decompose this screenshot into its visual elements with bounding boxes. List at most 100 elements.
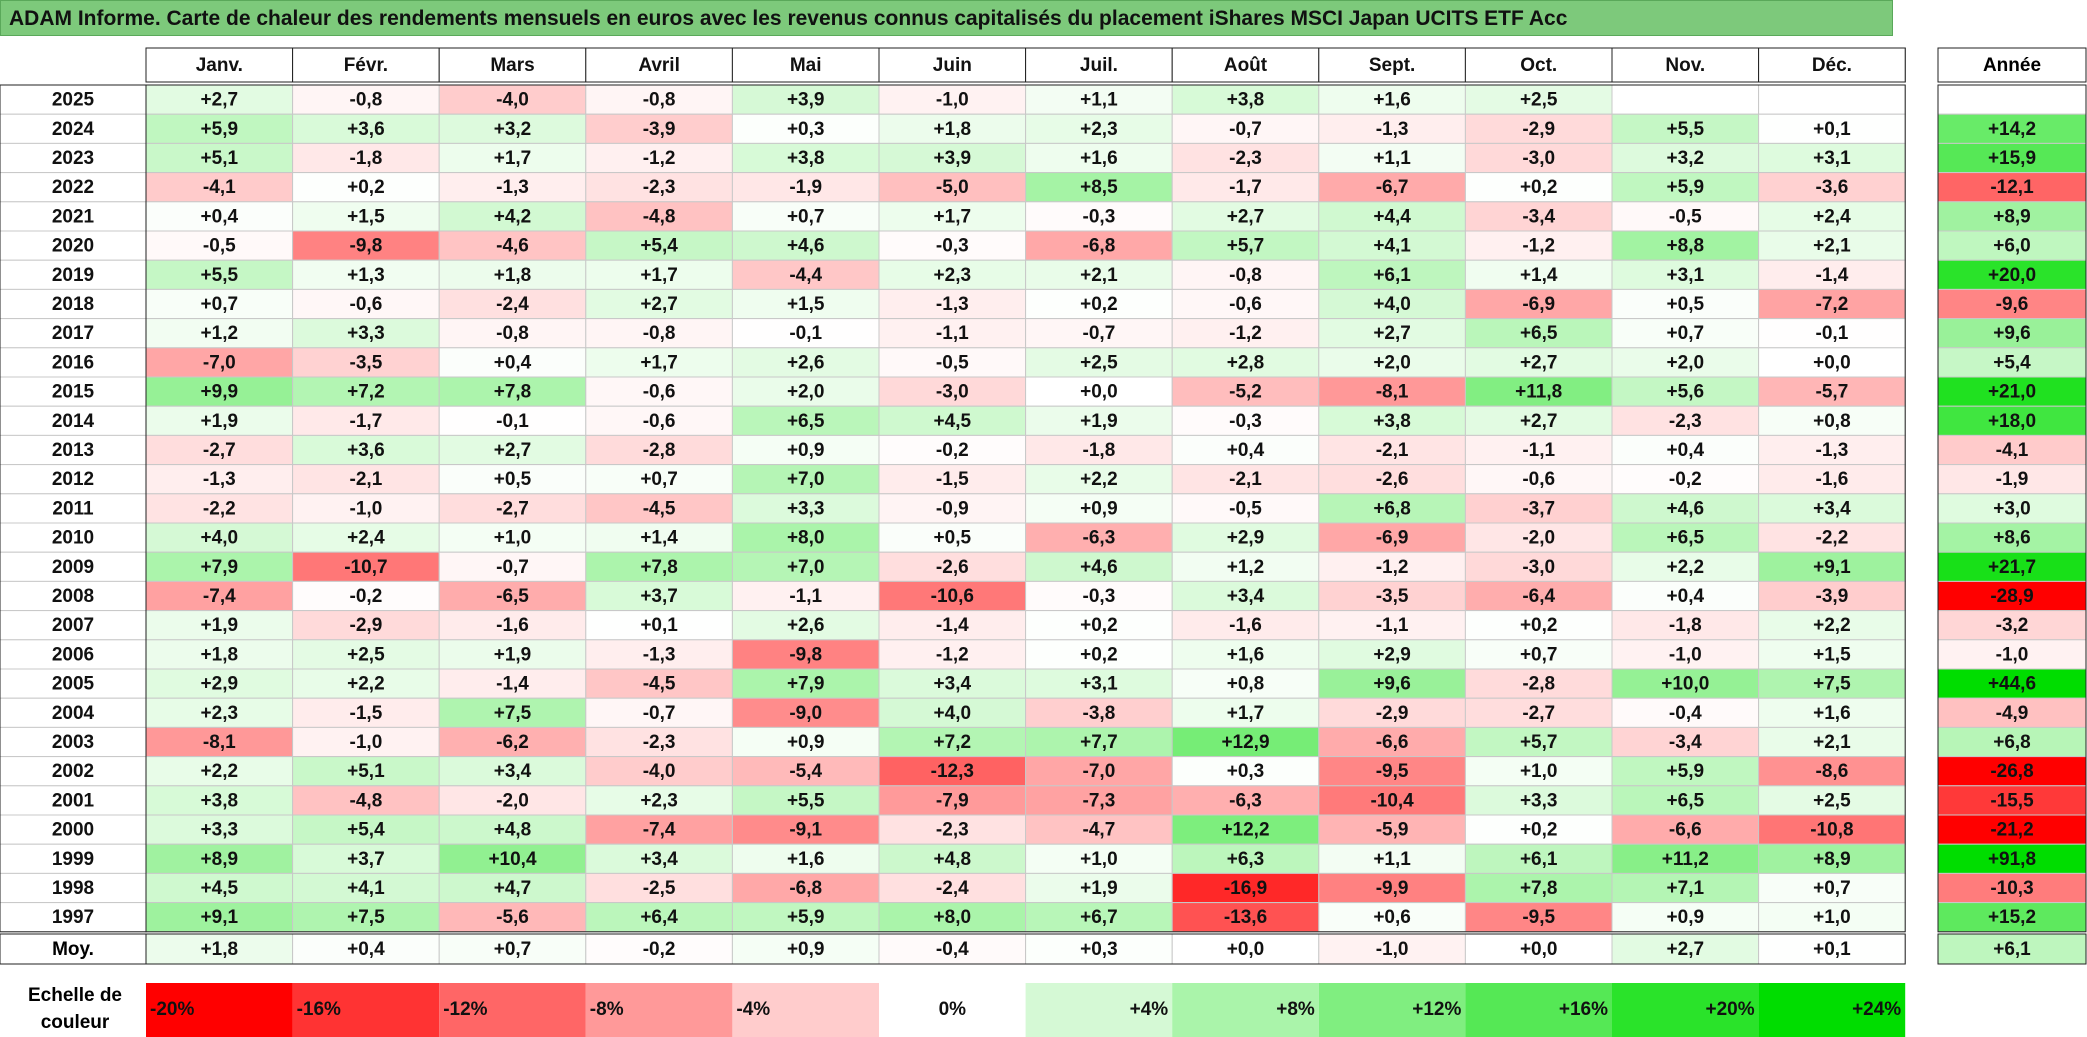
annual-cell-value: -4,1 bbox=[1996, 440, 2029, 461]
annual-cell-value: +20,0 bbox=[1988, 265, 2036, 286]
heatmap-cell bbox=[438, 814, 587, 845]
heatmap-cell bbox=[438, 318, 587, 349]
heatmap-cell-value: +0,5 bbox=[494, 469, 532, 490]
heatmap-cell-value: +2,0 bbox=[787, 382, 825, 403]
heatmap-cell-value: +1,7 bbox=[934, 206, 972, 227]
heatmap-cell bbox=[438, 405, 587, 436]
heatmap-cell bbox=[145, 580, 294, 612]
heatmap-cell bbox=[585, 756, 733, 787]
heatmap-cell bbox=[1171, 172, 1320, 203]
heatmap-cell bbox=[585, 493, 733, 524]
heatmap-cell-value: +6,5 bbox=[1520, 323, 1558, 344]
heatmap-cell-value: +1,9 bbox=[201, 411, 239, 432]
heatmap-cell-value: -2,6 bbox=[936, 557, 969, 578]
heatmap-cell bbox=[1464, 288, 1613, 320]
heatmap-cell bbox=[1758, 843, 1906, 874]
annual-cell-value: +5,4 bbox=[1993, 352, 2031, 373]
heatmap-cell-value: +4,6 bbox=[1080, 557, 1118, 578]
heatmap-cell-value: +1,6 bbox=[1227, 644, 1265, 665]
heatmap-cell-value: +3,8 bbox=[201, 790, 239, 811]
heatmap-cell-value: -0,5 bbox=[203, 236, 236, 257]
heatmap-cell-value: +4,6 bbox=[787, 236, 825, 257]
heatmap-cell bbox=[438, 288, 587, 320]
heatmap-cell-value: +0,7 bbox=[640, 469, 678, 490]
heatmap-cell-value: +2,5 bbox=[1520, 90, 1558, 111]
heatmap-cell bbox=[731, 756, 880, 787]
heatmap-cell-value: -3,0 bbox=[1522, 148, 1555, 169]
heatmap-cell-value: +1,1 bbox=[1080, 90, 1118, 111]
heatmap-cell bbox=[731, 113, 880, 144]
heatmap-cell bbox=[1464, 639, 1613, 670]
heatmap-cell-value: +8,5 bbox=[1080, 177, 1118, 198]
heatmap-cell-value: -1,0 bbox=[1669, 644, 1702, 665]
month-header-label: Oct. bbox=[1520, 55, 1557, 76]
heatmap-cell bbox=[1758, 405, 1906, 436]
heatmap-cell bbox=[1171, 726, 1320, 758]
heatmap-cell-value: +4,6 bbox=[1667, 498, 1705, 519]
heatmap-cell-value: +6,4 bbox=[640, 907, 678, 928]
heatmap-cell-value: +0,2 bbox=[1080, 615, 1118, 636]
month-header-cell bbox=[1464, 47, 1613, 83]
heatmap-cell-value: +2,2 bbox=[347, 674, 385, 695]
heatmap-cell-value: +1,9 bbox=[494, 644, 532, 665]
heatmap-cell-value: +3,3 bbox=[787, 498, 825, 519]
heatmap-cell bbox=[1025, 288, 1173, 320]
heatmap-cell-value: +0,7 bbox=[201, 294, 239, 315]
scale-swatch-label: +24% bbox=[1852, 999, 1901, 1020]
heatmap-cell-value: +4,8 bbox=[494, 820, 532, 841]
heatmap-cell-value: +6,5 bbox=[1667, 528, 1705, 549]
heatmap-cell-value: +1,5 bbox=[787, 294, 825, 315]
heatmap-cell bbox=[1611, 434, 1760, 466]
heatmap-cell bbox=[1758, 201, 1906, 232]
heatmap-cell bbox=[1025, 668, 1173, 699]
heatmap-cell bbox=[145, 318, 294, 349]
average-annual-cell bbox=[1937, 933, 2087, 965]
heatmap-cell-value: -0,1 bbox=[1816, 323, 1849, 344]
heatmap-cell-value: -7,4 bbox=[203, 586, 236, 607]
heatmap-cell-value: +3,2 bbox=[494, 119, 532, 140]
heatmap-cell-value: -2,0 bbox=[496, 790, 529, 811]
heatmap-cell-value: -5,2 bbox=[1229, 382, 1262, 403]
heatmap-cell-value: +0,3 bbox=[1227, 761, 1265, 782]
heatmap-cell-value: +0,7 bbox=[1813, 878, 1851, 899]
heatmap-cell-value: -1,5 bbox=[936, 469, 969, 490]
heatmap-cell-value: -1,3 bbox=[1376, 119, 1409, 140]
heatmap-cell bbox=[585, 872, 733, 904]
heatmap-cell-value: +1,9 bbox=[1080, 411, 1118, 432]
heatmap-cell bbox=[878, 493, 1027, 524]
heatmap-cell-value: -2,3 bbox=[1669, 411, 1702, 432]
heatmap-cell bbox=[1318, 201, 1466, 232]
heatmap-cell bbox=[292, 318, 440, 349]
annual-cell bbox=[1937, 580, 2087, 612]
average-cell-value: +0,1 bbox=[1813, 939, 1851, 960]
scale-swatch-label: -16% bbox=[297, 999, 341, 1020]
heatmap-cell bbox=[1025, 405, 1173, 436]
year-header-cell bbox=[1937, 47, 2087, 83]
heatmap-cell bbox=[878, 551, 1027, 582]
year-label-cell bbox=[0, 434, 147, 466]
heatmap-cell-value: +4,1 bbox=[347, 878, 385, 899]
heatmap-cell-value: +6,5 bbox=[787, 411, 825, 432]
heatmap-cell-value: +7,7 bbox=[1080, 732, 1118, 753]
heatmap-cell bbox=[1758, 610, 1906, 641]
heatmap-cell bbox=[1171, 259, 1320, 290]
heatmap-cell-value: +5,5 bbox=[787, 790, 825, 811]
heatmap-cell bbox=[585, 376, 733, 407]
heatmap-cell-value: -0,7 bbox=[643, 703, 676, 724]
heatmap-cell-value: +3,9 bbox=[934, 148, 972, 169]
heatmap-cell bbox=[438, 697, 587, 728]
heatmap-cell bbox=[292, 230, 440, 261]
heatmap-cell bbox=[145, 697, 294, 728]
heatmap-cell-value: -1,2 bbox=[936, 644, 969, 665]
annual-cell-value: +91,8 bbox=[1988, 849, 2036, 870]
heatmap-cell bbox=[878, 113, 1027, 144]
annual-cell-value: -12,1 bbox=[1990, 177, 2034, 198]
heatmap-cell-value: +1,4 bbox=[1520, 265, 1558, 286]
heatmap-cell bbox=[731, 201, 880, 232]
average-cell-value: +0,7 bbox=[494, 939, 532, 960]
heatmap-cell bbox=[1464, 697, 1613, 728]
scale-swatch-label: +16% bbox=[1559, 999, 1608, 1020]
heatmap-cell-value: -0,5 bbox=[936, 352, 969, 373]
heatmap-cell-value: +3,1 bbox=[1813, 148, 1851, 169]
